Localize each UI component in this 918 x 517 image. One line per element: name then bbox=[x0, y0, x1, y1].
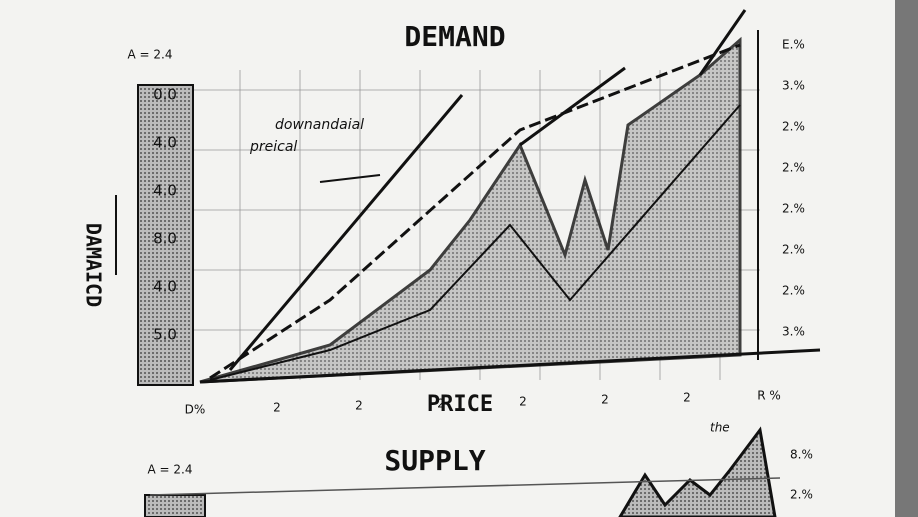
left-bar bbox=[137, 84, 194, 386]
bottom-tick-label: 2 bbox=[683, 391, 691, 405]
area bbox=[199, 36, 742, 384]
bottom-tick-label: D% bbox=[185, 403, 206, 417]
dashed-line bbox=[209, 43, 741, 380]
ticks: 0.0 4.0 4.0 8.0 4.0 5.0 E.% 3.% 2.% 2.% 2.% 2.% 2.% 3… bbox=[153, 38, 813, 502]
bottom-tick-label: 2 bbox=[273, 401, 281, 415]
bottom-tick-label: 2 bbox=[519, 395, 527, 409]
label: A = 2.4 bbox=[128, 48, 173, 62]
bottom-tick-label: 2 bbox=[355, 399, 363, 413]
title-2: SUPPLY bbox=[384, 444, 485, 477]
right-tick-label: 2.% bbox=[782, 161, 805, 175]
area-2 bbox=[618, 426, 777, 517]
grid-line bbox=[149, 477, 781, 496]
annotation: preical bbox=[249, 139, 297, 155]
left-tick-label: 4.0 bbox=[153, 182, 177, 200]
right-tick-label: 2.% bbox=[790, 488, 813, 502]
right-tick-label: 2.% bbox=[782, 202, 805, 216]
left-tick-label: 4.0 bbox=[153, 278, 177, 296]
arrow bbox=[319, 174, 381, 183]
x-axis bbox=[199, 348, 821, 384]
right-tick-label: 3.% bbox=[782, 325, 805, 339]
y-label: DAMAICD bbox=[82, 223, 106, 307]
right-tick-label: 8.% bbox=[790, 448, 813, 462]
left-tick-label: 4.0 bbox=[153, 134, 177, 152]
label: A = 2.4 bbox=[148, 463, 193, 477]
annotation: downandaial bbox=[275, 117, 364, 133]
left-tick-label: 5.0 bbox=[153, 326, 177, 344]
right-tick-label: 3.% bbox=[782, 79, 805, 93]
x-label: PRICE bbox=[427, 392, 493, 417]
arrow bbox=[698, 9, 747, 76]
left-tick-label: 8.0 bbox=[153, 230, 177, 248]
bottom-tick-label: R % bbox=[757, 389, 781, 403]
right-tick-label: E.% bbox=[782, 38, 805, 52]
right-tick-label: 2.% bbox=[782, 284, 805, 298]
left-bar-2 bbox=[144, 494, 206, 517]
right-tick-label: 2.% bbox=[782, 243, 805, 257]
arrow bbox=[228, 94, 464, 371]
bottom-tick-label: 2 bbox=[437, 397, 445, 411]
edge bbox=[895, 0, 918, 517]
note: the bbox=[710, 421, 730, 435]
title: DEMAND bbox=[404, 20, 505, 53]
line bbox=[209, 104, 741, 381]
bottom-tick-label: 2 bbox=[601, 393, 609, 407]
left-tick-label: 0.0 bbox=[153, 86, 177, 104]
right-tick-label: 2.% bbox=[782, 120, 805, 134]
arrow bbox=[519, 66, 626, 147]
